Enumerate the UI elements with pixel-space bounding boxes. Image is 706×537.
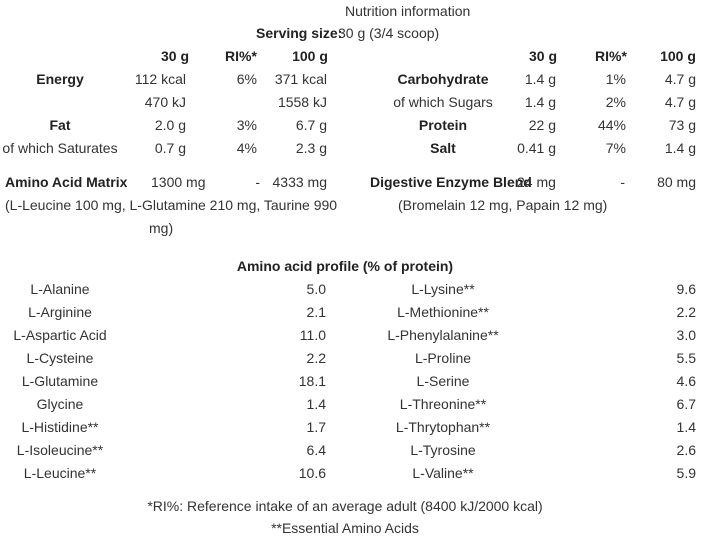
nutrient-label: Salt xyxy=(430,140,456,156)
nutrient-ri: 44% xyxy=(597,117,626,133)
right-header-per-100: 100 g xyxy=(660,48,696,64)
amino-acid-value: 1.4 xyxy=(306,396,326,412)
amino-acid-value: 5.9 xyxy=(676,465,696,481)
amino-acid-name: L-Glutamine xyxy=(21,373,99,389)
nutrient-per-serving: 22 g xyxy=(528,117,556,133)
nutrient-label: of which Sugars xyxy=(393,94,493,110)
nutrient-ri: 2% xyxy=(605,94,626,110)
amino-matrix-per-100: 4333 mg xyxy=(272,174,327,190)
nutrient-per-serving: 1.4 g xyxy=(524,94,556,110)
nutrient-per-100: 4.7 g xyxy=(664,71,696,87)
amino-acid-value: 5.5 xyxy=(676,350,696,366)
nutrient-per-100: 371 kcal xyxy=(274,71,327,87)
amino-acid-name: L-Valine** xyxy=(412,465,474,481)
nutrient-per-serving: 112 kcal xyxy=(134,71,186,87)
amino-acid-name: L-Phenylalanine** xyxy=(387,327,499,343)
nutrient-ri: 6% xyxy=(236,71,257,87)
page-title: Nutrition information xyxy=(345,3,471,19)
amino-acid-value: 1.7 xyxy=(306,419,326,435)
amino-acid-name: Glycine xyxy=(36,396,84,412)
left-header-ri: RI%* xyxy=(225,48,257,64)
left-header-per-100: 100 g xyxy=(292,48,328,64)
amino-acid-value: 1.4 xyxy=(676,419,696,435)
amino-matrix-detail-continued: mg) xyxy=(149,220,174,236)
amino-acid-name: L-Isoleucine** xyxy=(16,442,104,458)
nutrient-per-100: 6.7 g xyxy=(295,117,327,133)
nutrient-ri: 7% xyxy=(605,140,626,156)
amino-acid-value: 11.0 xyxy=(299,327,326,343)
amino-acid-value: 2.6 xyxy=(676,442,696,458)
nutrient-per-100: 1558 kJ xyxy=(277,94,327,110)
serving-size-value: 30 g (3/4 scoop) xyxy=(338,25,440,41)
amino-acid-name: L-Proline xyxy=(414,350,472,366)
nutrient-per-serving: 470 kJ xyxy=(144,94,186,110)
amino-acid-value: 6.4 xyxy=(306,442,326,458)
amino-acid-name: L-Lysine** xyxy=(411,281,475,297)
amino-matrix-label: Amino Acid Matrix xyxy=(5,174,128,190)
nutrient-per-serving: 0.41 g xyxy=(517,140,556,156)
serving-size-label: Serving size: xyxy=(256,25,343,41)
nutrient-label: Energy xyxy=(36,71,84,87)
nutrient-per-100: 73 g xyxy=(668,117,696,133)
nutrient-per-serving: 1.4 g xyxy=(524,71,556,87)
essential-amino-footnote: **Essential Amino Acids xyxy=(271,520,419,536)
enzyme-blend-label: Digestive Enzyme Blend xyxy=(370,174,532,190)
amino-acid-value: 2.1 xyxy=(306,304,326,320)
amino-profile-title: Amino acid profile (% of protein) xyxy=(236,258,454,274)
amino-acid-value: 3.0 xyxy=(676,327,696,343)
amino-acid-name: L-Aspartic Acid xyxy=(13,327,107,343)
right-header-ri: RI%* xyxy=(595,48,627,64)
nutrient-ri: 3% xyxy=(236,117,257,133)
amino-acid-value: 5.0 xyxy=(306,281,326,297)
amino-acid-value: 6.7 xyxy=(676,396,696,412)
amino-acid-name: L-Alanine xyxy=(30,281,90,297)
nutrient-label: Protein xyxy=(418,117,468,133)
right-header-per-serving: 30 g xyxy=(528,48,557,64)
amino-acid-name: L-Thrytophan** xyxy=(395,419,491,435)
left-header-per-serving: 30 g xyxy=(160,48,189,64)
amino-acid-value: 2.2 xyxy=(306,350,326,366)
amino-acid-value: 18.1 xyxy=(298,373,326,389)
amino-acid-name: L-Histidine** xyxy=(21,419,99,435)
enzyme-blend-per-serving: 24 mg xyxy=(517,174,556,190)
nutrient-per-100: 4.7 g xyxy=(664,94,696,110)
ri-footnote: *RI%: Reference intake of an average adu… xyxy=(147,498,543,514)
amino-acid-value: 2.2 xyxy=(676,304,696,320)
nutrient-per-serving: 2.0 g xyxy=(154,117,186,133)
amino-acid-name: L-Methionine** xyxy=(397,304,489,320)
amino-matrix-ri: - xyxy=(255,174,260,190)
nutrient-label: of which Saturates xyxy=(2,140,118,156)
amino-matrix-detail: (L-Leucine 100 mg, L-Glutamine 210 mg, T… xyxy=(5,197,338,213)
nutrient-label: Fat xyxy=(49,117,71,133)
amino-acid-value: 10.6 xyxy=(298,465,326,481)
amino-acid-name: L-Arginine xyxy=(28,304,92,320)
nutrient-ri: 1% xyxy=(605,71,626,87)
amino-matrix-per-serving: 1300 mg xyxy=(151,174,206,190)
nutrient-label: Carbohydrate xyxy=(397,71,489,87)
amino-acid-name: L-Cysteine xyxy=(26,350,94,366)
amino-acid-name: L-Leucine** xyxy=(23,465,97,481)
nutrient-ri: 4% xyxy=(236,140,257,156)
nutrient-per-100: 1.4 g xyxy=(664,140,696,156)
amino-acid-name: L-Tyrosine xyxy=(410,442,476,458)
enzyme-blend-detail: (Bromelain 12 mg, Papain 12 mg) xyxy=(398,197,608,213)
amino-acid-value: 4.6 xyxy=(676,373,696,389)
nutrient-per-serving: 0.7 g xyxy=(154,140,186,156)
enzyme-blend-per-100: 80 mg xyxy=(657,174,696,190)
enzyme-blend-ri: - xyxy=(620,174,625,190)
amino-acid-value: 9.6 xyxy=(676,281,696,297)
nutrient-per-100: 2.3 g xyxy=(295,140,327,156)
amino-acid-name: L-Serine xyxy=(416,373,470,389)
amino-acid-name: L-Threonine** xyxy=(399,396,487,412)
